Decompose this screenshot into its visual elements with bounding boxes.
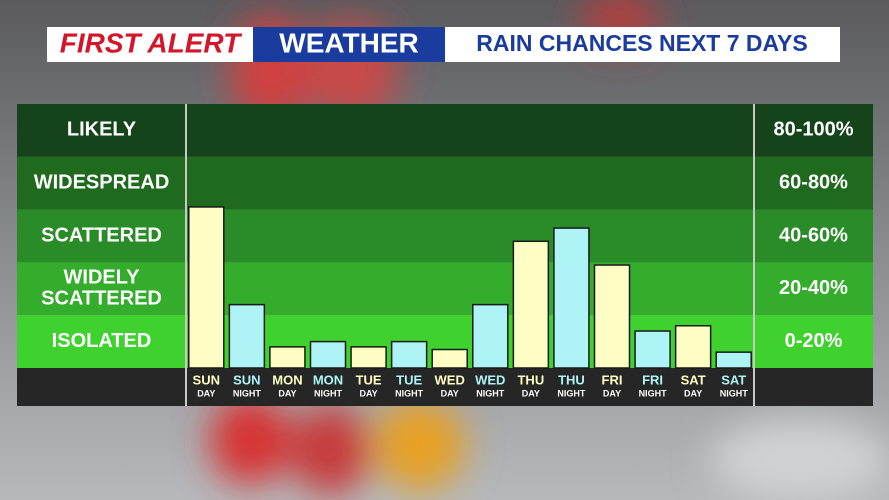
x-tick-label: SUN [193,372,220,387]
band [17,209,873,263]
band-label: LIKELY [67,119,137,141]
x-tick-label: THU [558,372,585,387]
x-tick-label: MON [272,372,302,387]
x-tick-sublabel: DAY [522,388,540,398]
bar [269,346,306,369]
x-tick-sublabel: DAY [197,388,215,398]
x-tick-label: FRI [642,372,663,387]
x-tick-label: THU [517,372,544,387]
band-label: WIDESPREAD [34,171,170,193]
brand: FIRST ALERT [60,27,243,58]
x-tick-sublabel: NIGHT [557,388,586,398]
bar [390,340,428,369]
x-tick-sublabel: NIGHT [314,388,343,398]
bar [715,351,752,369]
bar [188,206,225,369]
band-label: SCATTERED [41,224,162,246]
x-tick-sublabel: DAY [684,388,702,398]
x-tick-sublabel: NIGHT [233,388,262,398]
band-range: 20-40% [779,277,848,299]
x-tick-sublabel: NIGHT [395,388,424,398]
x-tick-label: SAT [681,372,706,387]
bar [472,303,509,369]
bar [228,303,266,369]
band [17,156,873,210]
x-tick-sublabel: NIGHT [639,388,668,398]
x-tick-label: TUE [396,372,422,387]
x-tick-label: MON [313,372,343,387]
x-tick-label: FRI [602,372,623,387]
bar [512,240,550,369]
x-tick-label: SAT [721,372,746,387]
bar [674,325,712,369]
x-tick-sublabel: DAY [359,388,377,398]
x-tick-label: TUE [356,372,382,387]
band-range: 40-60% [779,224,848,246]
band-label: ISOLATED [52,330,152,352]
brand-box [47,27,253,62]
bar [593,264,631,369]
bar [350,346,387,369]
bar [553,227,590,369]
bar [634,330,671,369]
product-box [253,27,445,62]
x-tick-sublabel: DAY [441,388,459,398]
footer-row [17,368,873,406]
band-range: 80-100% [773,119,853,141]
product: WEATHER [279,27,418,58]
x-tick-label: SUN [233,372,260,387]
x-tick-label: WED [435,372,465,387]
x-tick-sublabel: NIGHT [720,388,749,398]
bar [309,340,347,369]
bar [431,348,468,369]
band [17,262,873,316]
title-box [445,27,840,62]
x-tick-label: WED [475,372,505,387]
plot: LIKELY 80-100% WIDESPREAD 60-80% SCATTERED 40… [17,104,873,406]
x-tick-sublabel: DAY [278,388,296,398]
band-range: 0-20% [785,330,843,352]
band-label: WIDELY SCATTERED [41,267,162,310]
x-tick-sublabel: NIGHT [476,388,505,398]
chart-title: RAIN CHANCES NEXT 7 DAYS [476,30,807,56]
band-range: 60-80% [779,171,848,193]
x-tick-sublabel: DAY [603,388,621,398]
band [17,104,873,157]
